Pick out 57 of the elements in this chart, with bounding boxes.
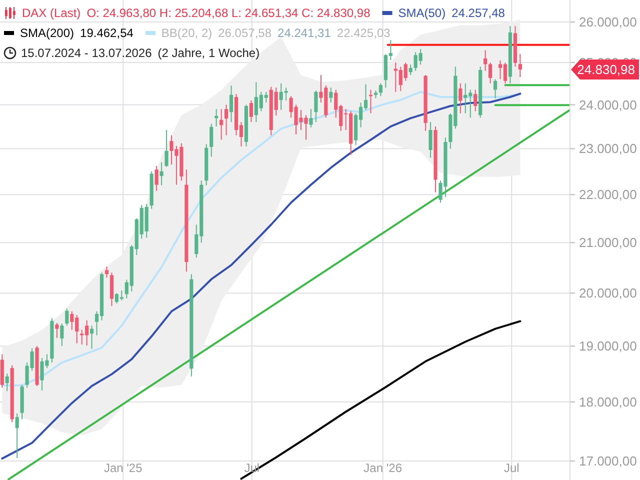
candlestick [214, 108, 218, 127]
annotation: 26.057,58 [218, 26, 272, 40]
annotation: (2 Jahre, 1 Woche) [158, 46, 260, 60]
y-tick-label: 26.000,00 [579, 14, 637, 30]
candlestick [164, 129, 168, 168]
candlestick [229, 85, 234, 123]
candlestick [329, 87, 333, 104]
x-tick-label: Jul [244, 461, 260, 475]
candlestick [224, 104, 228, 136]
candlestick [154, 165, 158, 192]
annotation: O: 24.963,80 H: 25.204,68 L: 24.651,34 C: 24.830,98 [86, 6, 371, 20]
annotation: 19.462,54 [80, 26, 134, 40]
candlestick [110, 272, 114, 307]
candlestick [210, 123, 214, 158]
annotation: 24.241,31 [278, 26, 332, 40]
line-series [240, 320, 522, 480]
y-tick-label: 23.000,00 [579, 141, 637, 156]
candlestick [458, 82, 462, 114]
candlestick [408, 64, 412, 76]
candlestick [55, 322, 59, 338]
x-tick-label: Jan '25 [104, 461, 143, 475]
candlestick [104, 266, 109, 278]
candlestick [220, 108, 224, 140]
candlestick [428, 122, 432, 158]
y-tick-label: 19.000,00 [579, 338, 637, 354]
legend-label: SMA(50) [398, 6, 446, 20]
candlestick [249, 100, 253, 123]
candlestick [309, 108, 313, 128]
candlestick [488, 62, 492, 84]
candlestick [160, 162, 164, 186]
legend-label: SMA(200) [20, 26, 74, 40]
candlestick [90, 325, 94, 350]
y-tick-label: 22.000,00 [579, 187, 637, 202]
candlestick [378, 82, 383, 97]
candlestick [65, 308, 69, 326]
annotation: 22.425,03 [336, 26, 391, 40]
x-tick-label: Jan '26 [364, 461, 402, 475]
candlestick [60, 322, 64, 347]
candlestick [484, 50, 488, 72]
y-tick-label: 20.000,00 [579, 286, 637, 301]
y-tick-label: 21.000,00 [579, 235, 637, 250]
y-tick-label: 24.000,00 [579, 97, 637, 112]
x-tick-label: Jul [504, 461, 520, 475]
annotation: 15.07.2024 - 13.07.2026 [21, 46, 152, 60]
text: DAX (Last) [22, 6, 81, 20]
candlestick [493, 78, 498, 99]
y-tick-label: 18.000,00 [579, 394, 637, 410]
legend-label: BB(20, 2) [161, 26, 212, 40]
candlestick [474, 89, 478, 112]
text: 24.830,98 [577, 62, 635, 78]
line-series [1, 92, 522, 460]
candlestick [5, 373, 9, 392]
candlestick [518, 54, 522, 78]
candlestick [314, 90, 318, 123]
annotation: 24.257,48 [452, 6, 506, 20]
candlestick [15, 412, 19, 458]
y-tick-label: 17.000,00 [579, 454, 637, 469]
